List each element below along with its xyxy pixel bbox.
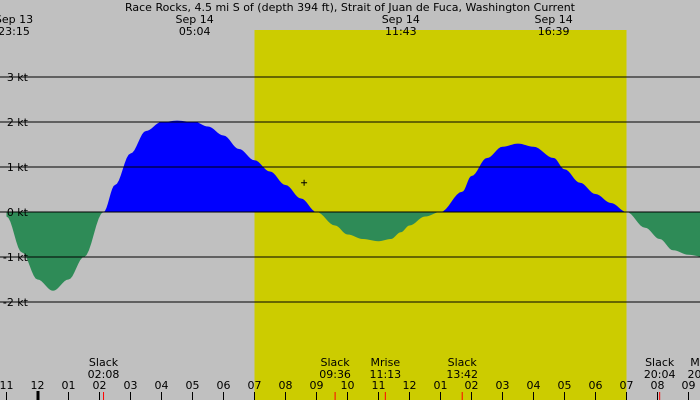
event-name-label: Slack [645,356,675,369]
x-tick-label: 03 [124,379,138,392]
event-name-label: Mset [690,356,700,369]
x-tick-label: 05 [186,379,200,392]
y-tick-label: 2 kt [7,116,29,129]
top-date-label: Sep 13 [0,13,33,26]
top-date-label: Sep 14 [176,13,214,26]
x-tick-label: 08 [651,379,665,392]
x-tick-label: 11 [0,379,14,392]
top-time-label: 05:04 [179,25,211,38]
y-tick-label: 1 kt [7,161,29,174]
x-tick-label: 12 [403,379,417,392]
top-date-label: Sep 14 [382,13,420,26]
x-tick-label: 04 [527,379,541,392]
flood-area-0 [103,120,317,212]
x-tick-label: 12 [31,379,45,392]
flood-area-1 [440,143,627,212]
top-time-label: 23:15 [0,25,30,38]
top-time-label: 11:43 [385,25,417,38]
event-time-label: 20:29 [688,368,700,381]
x-tick-label: 02 [93,379,107,392]
x-tick-label: 09 [310,379,324,392]
ebb-area-2 [626,212,700,257]
x-tick-label: 06 [589,379,603,392]
x-tick-label: 02 [465,379,479,392]
x-tick-label: 07 [248,379,262,392]
top-time-label: 16:39 [538,25,570,38]
x-tick-label: 01 [434,379,448,392]
x-tick-label: 01 [62,379,76,392]
y-tick-label: 0 kt [7,206,29,219]
daylight-band [254,30,627,400]
event-time-label: 20:04 [644,368,676,381]
event-name-label: Slack [89,356,119,369]
x-tick-label: 11 [372,379,386,392]
event-time-label: 13:42 [446,368,478,381]
ebb-area-1 [316,212,441,242]
x-tick-label: 05 [558,379,572,392]
y-tick-label: -1 kt [3,251,29,264]
y-tick-label: 3 kt [7,71,29,84]
event-name-label: Slack [448,356,478,369]
ebb-area-0 [6,212,104,291]
top-date-label: Sep 14 [535,13,573,26]
x-tick-label: 04 [155,379,169,392]
event-name-label: Mrise [371,356,401,369]
y-tick-label: -2 kt [3,296,29,309]
chart-title: Race Rocks, 4.5 mi S of (depth 394 ft), … [125,1,576,14]
x-tick-label: 06 [217,379,231,392]
event-time-label: 02:08 [88,368,120,381]
event-name-label: Slack [320,356,350,369]
x-tick-label: 07 [620,379,634,392]
event-time-label: 09:36 [319,368,351,381]
x-tick-label: 10 [341,379,355,392]
event-time-label: 11:13 [369,368,401,381]
x-tick-label: 08 [279,379,293,392]
midnight-marker [36,391,40,400]
x-tick-label: 09 [682,379,696,392]
x-tick-label: 03 [496,379,510,392]
